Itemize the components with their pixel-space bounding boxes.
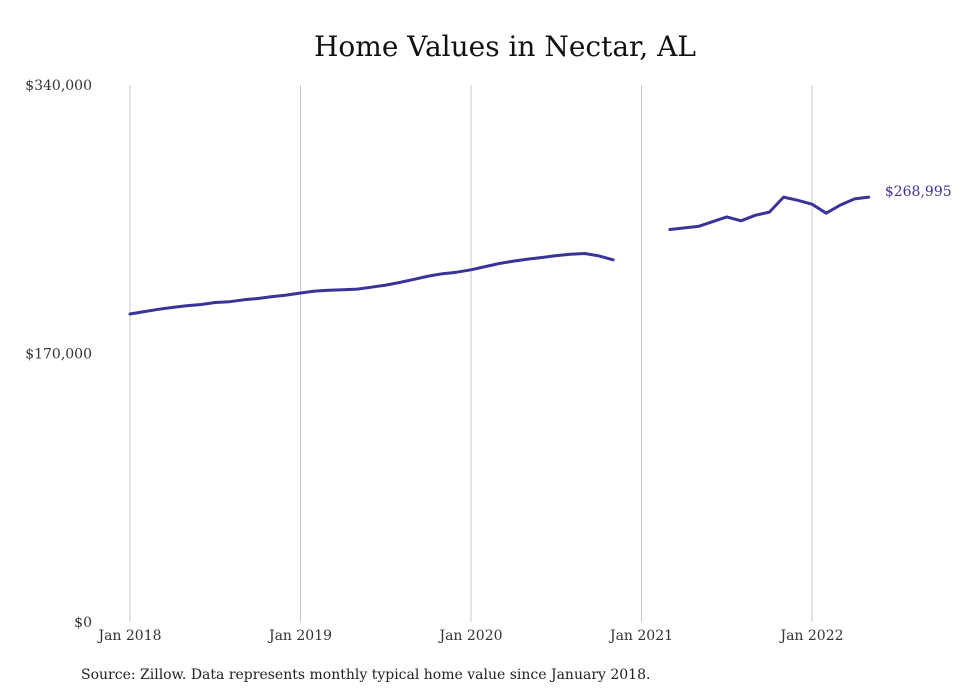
x-tick-label: Jan 2021 (608, 628, 673, 644)
y-tick-label: $0 (74, 615, 92, 631)
x-tick-label: Jan 2022 (778, 628, 843, 644)
source-note: Source: Zillow. Data represents monthly … (81, 667, 651, 683)
y-tick-label: $170,000 (25, 347, 92, 363)
y-tick-label: $340,000 (25, 78, 92, 94)
x-tick-label: Jan 2019 (267, 628, 332, 644)
x-axis-tick-labels: Jan 2018 Jan 2019 Jan 2020 Jan 2021 Jan 2022 (96, 628, 843, 644)
x-tick-label: Jan 2018 (96, 628, 161, 644)
series-line (668, 195, 871, 231)
series-lines (128, 195, 871, 316)
end-value-label: $268,995 (885, 184, 952, 200)
x-tick-label: Jan 2020 (437, 628, 502, 644)
series-line (128, 252, 615, 316)
gridlines (129, 85, 813, 622)
chart-title: Home Values in Nectar, AL (314, 30, 696, 63)
y-axis-tick-labels: $0 $170,000 $340,000 (25, 78, 92, 631)
